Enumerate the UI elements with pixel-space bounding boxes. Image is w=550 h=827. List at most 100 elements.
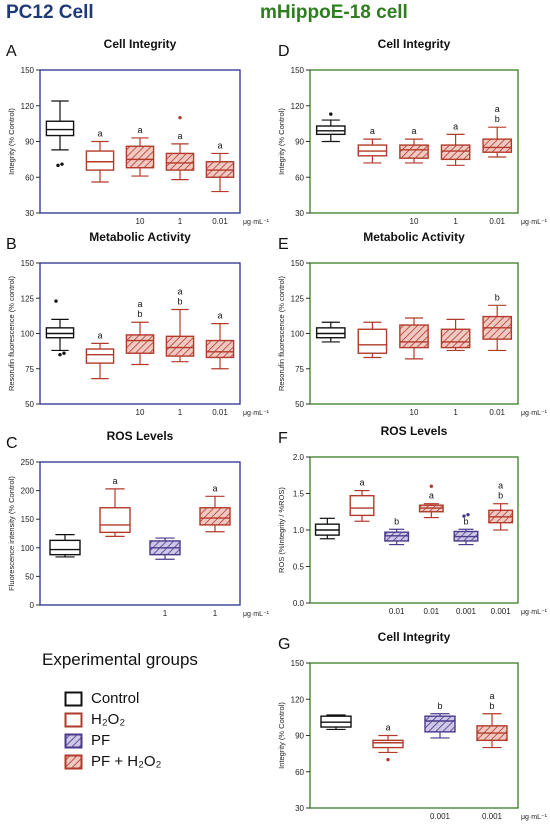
y-tick-label: 150 xyxy=(21,259,35,268)
panel-G: G Cell Integrity 30 60 90 120 150 Integrity (% … xyxy=(277,630,548,821)
box-body xyxy=(85,150,115,171)
outlier-point xyxy=(58,352,62,357)
box-h2o2: a xyxy=(99,476,131,537)
y-tick-label: 100 xyxy=(21,544,35,553)
y-axis-label: ROS (%Integrity / %ROS) xyxy=(277,487,286,573)
y-axis-label: Resorufin fluorescence (% control) xyxy=(7,275,16,391)
outlier-point xyxy=(178,115,182,120)
y-tick-label: 0.5 xyxy=(293,563,305,572)
y-tick-label: 120 xyxy=(291,102,305,111)
outlier-point xyxy=(429,484,434,488)
box-control xyxy=(49,534,81,558)
x-unit-label: μg·mL⁻¹ xyxy=(521,219,548,226)
y-tick-label: 150 xyxy=(291,659,305,668)
y-axis-label: Integrity (% Control) xyxy=(277,702,286,769)
legend: Experimental groups Control H₂O₂ PF PF + H₂… xyxy=(42,650,272,780)
box-body xyxy=(125,145,155,169)
x-unit-label: μg·mL⁻¹ xyxy=(521,609,548,616)
box-control xyxy=(314,517,340,540)
x-tick-label: 1 xyxy=(178,408,183,417)
outlier-point xyxy=(62,351,66,355)
box-pf_h2o2: a 10 xyxy=(125,125,155,226)
y-tick-label: 125 xyxy=(21,294,35,303)
box-body xyxy=(372,739,404,749)
significance-letter: a xyxy=(217,140,222,150)
box-body xyxy=(85,348,115,364)
outlier-point xyxy=(56,163,60,168)
significance-letter: a xyxy=(97,330,102,340)
box-pf_h2o2: 10 xyxy=(399,317,429,417)
significance-letter: b xyxy=(498,491,503,501)
panel-letter: E xyxy=(278,236,289,253)
x-unit-label: μg·mL⁻¹ xyxy=(243,611,270,618)
legend-item-pf: PF xyxy=(64,730,272,751)
box-pf_h2o2: a 0.01 xyxy=(205,311,235,417)
legend-label: Control xyxy=(91,690,140,707)
y-tick-label: 60 xyxy=(25,173,34,182)
box-control xyxy=(320,714,352,731)
box-body xyxy=(482,138,513,153)
panel-title: Cell Integrity xyxy=(378,630,451,644)
panel-letter: F xyxy=(278,430,288,447)
box-pf_h2o2: ab 1 xyxy=(165,287,195,417)
x-tick-label: 10 xyxy=(136,408,145,417)
panel-C: C ROS Levels 0 50 100 150 200 250 Fluorescence i… xyxy=(6,429,270,618)
box-h2o2: a xyxy=(349,478,375,522)
y-tick-label: 120 xyxy=(291,695,305,704)
box-h2o2: a xyxy=(85,129,115,183)
legend-title: Experimental groups xyxy=(42,650,198,669)
significance-letter: a xyxy=(453,121,458,131)
x-tick-label: 0.001 xyxy=(491,607,512,616)
significance-letter: b xyxy=(137,309,142,319)
y-tick-label: 30 xyxy=(295,804,304,813)
outlier-point xyxy=(54,299,58,303)
box-body xyxy=(205,339,235,359)
significance-letter: a xyxy=(411,126,416,136)
x-tick-label: 0.001 xyxy=(482,812,503,821)
panel-D: D Cell Integrity 30 60 90 120 150 Integrity (% … xyxy=(277,37,548,226)
box-pf: 1 xyxy=(149,537,181,618)
significance-letter: a xyxy=(177,131,182,141)
outlier-point xyxy=(462,514,466,518)
legend-swatch xyxy=(64,691,83,706)
box-control xyxy=(45,100,75,168)
y-tick-label: 75 xyxy=(25,365,34,374)
panel-letter: A xyxy=(6,43,17,60)
y-axis-label: Resorufin fluorescence (% control) xyxy=(277,275,286,391)
y-tick-label: 150 xyxy=(291,259,305,268)
box-pf_h2o2: ab 0.001 xyxy=(476,691,508,821)
box-pf_h2o2: a 0.01 xyxy=(205,140,235,226)
y-tick-label: 150 xyxy=(21,66,35,75)
box-pf_h2o2: b 0.01 xyxy=(482,292,513,417)
y-tick-label: 90 xyxy=(295,732,304,741)
x-tick-label: 1 xyxy=(453,408,458,417)
box-pf_h2o2: a 10 xyxy=(399,126,429,226)
panel-F: F ROS Levels 0.0 0.5 1.0 1.5 2.0 ROS (%Integrit… xyxy=(277,424,548,616)
y-tick-label: 100 xyxy=(21,330,35,339)
box-pf: b 0.01 xyxy=(384,516,410,616)
box-pf_h2o2: a1 xyxy=(440,121,471,226)
box-body xyxy=(399,144,429,159)
significance-letter: b xyxy=(177,297,182,307)
box-body xyxy=(440,144,471,161)
panel-title: Cell Integrity xyxy=(104,37,177,51)
box-pf_h2o2: a1 xyxy=(165,115,195,226)
y-tick-label: 60 xyxy=(295,173,304,182)
significance-letter: a xyxy=(359,478,364,488)
x-tick-label: 0.01 xyxy=(212,408,228,417)
legend-label: PF xyxy=(91,732,111,749)
panel-title: ROS Levels xyxy=(381,424,448,438)
y-tick-label: 150 xyxy=(291,66,305,75)
box-body xyxy=(440,328,471,349)
y-axis-label: Integrity (% Control) xyxy=(7,108,16,175)
y-tick-label: 50 xyxy=(295,400,304,409)
box-pf: b 0.001 xyxy=(453,512,479,616)
x-unit-label: μg·mL⁻¹ xyxy=(521,814,548,821)
x-tick-label: 1 xyxy=(453,217,458,226)
y-tick-label: 0.0 xyxy=(293,599,305,608)
panel-letter: G xyxy=(278,636,290,653)
y-axis-label: Fluorescence intensity (% Control) xyxy=(7,476,16,591)
legend-swatch xyxy=(64,754,83,769)
outlier-point xyxy=(386,757,390,762)
panel-title: Metabolic Activity xyxy=(363,230,465,244)
